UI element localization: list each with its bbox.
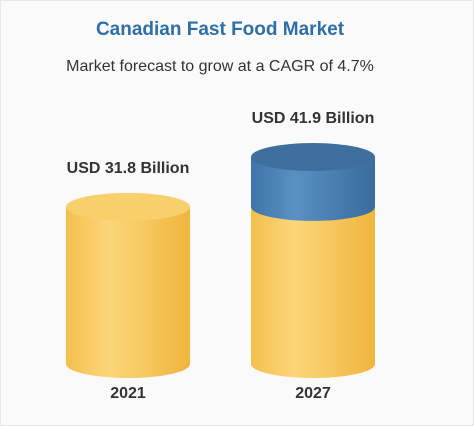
cylinder-body [66, 206, 190, 378]
value-label: USD 41.9 Billion [252, 110, 375, 127]
growth-segment [251, 157, 375, 221]
cylinder-body [251, 206, 375, 378]
value-label: USD 31.8 Billion [67, 160, 190, 177]
cylinder-top [251, 143, 375, 171]
cylinder-top [66, 192, 190, 221]
x-tick-label: 2027 [295, 385, 331, 402]
chart-title: Canadian Fast Food Market [96, 19, 345, 40]
cylinder [66, 192, 190, 378]
cylinder [251, 143, 375, 378]
chart-subtitle: Market forecast to grow at a CAGR of 4.7… [66, 58, 374, 75]
x-tick-label: 2021 [110, 385, 146, 402]
